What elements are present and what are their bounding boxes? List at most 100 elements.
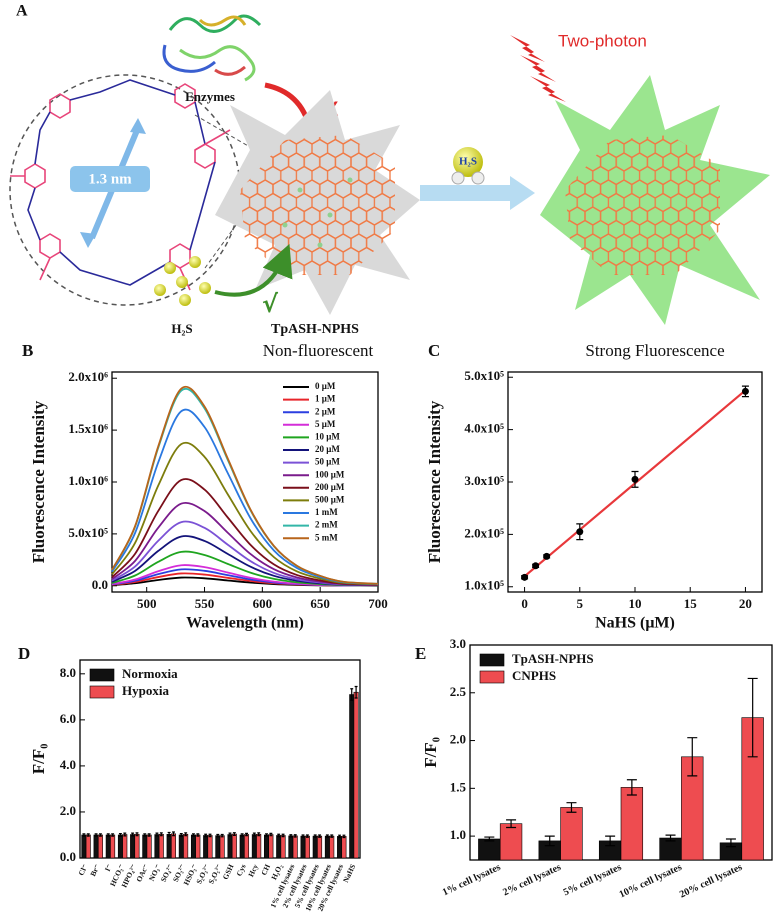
bar: [122, 834, 128, 859]
x-tick-label: Br⁻: [88, 863, 101, 878]
check-mark: √: [262, 290, 279, 318]
spectrum-line: [111, 385, 379, 585]
error-bar: [179, 832, 183, 837]
error-bar: [196, 833, 200, 837]
x-tick-label: CH: [259, 863, 272, 877]
y-tick-label: 1.0x10⁶: [68, 473, 108, 488]
panel-label: C: [428, 341, 440, 360]
legend-label: CNPHS: [512, 668, 556, 683]
y-tick-label: 3.0x10⁵: [464, 473, 504, 488]
y-tick-label: 6.0: [60, 711, 76, 726]
bar: [300, 835, 306, 859]
legend-label: 1 mM: [315, 507, 338, 517]
error-bar: [265, 833, 268, 837]
error-bar: [192, 833, 195, 837]
bar: [93, 834, 99, 859]
bar: [231, 833, 237, 859]
error-bar: [245, 832, 248, 837]
legend-label: 10 μM: [315, 431, 340, 441]
error-bar: [566, 802, 577, 813]
error-bar: [747, 677, 758, 758]
error-bar: [626, 779, 637, 796]
error-bar: [220, 833, 224, 838]
molecule: [10, 79, 231, 291]
y-tick-label: 5.0x10⁵: [68, 525, 108, 540]
arrow-head: [130, 118, 146, 134]
legend-label: 5 μM: [315, 419, 336, 429]
y-tick-label: 2.5: [450, 684, 467, 699]
bar: [166, 833, 172, 859]
y-axis-label: Fluorescence Intensity: [29, 400, 48, 563]
y-tick-label: 0.0: [92, 577, 108, 592]
bar: [158, 833, 164, 859]
x-tick-label: 10: [629, 596, 642, 611]
legend-label: 5 mM: [315, 532, 338, 542]
bar: [349, 694, 355, 859]
panel-label: E: [415, 644, 426, 663]
error-bar: [228, 832, 232, 837]
bar: [244, 834, 250, 859]
spectrum-line: [111, 408, 379, 585]
y-axis-label: Fluorescence Intensity: [425, 400, 444, 563]
bar: [256, 833, 262, 859]
x-tick-label: 650: [310, 596, 330, 611]
x-tick-label: OAc⁻: [134, 863, 150, 884]
framework: [565, 135, 720, 275]
legend-label: 100 μM: [315, 469, 345, 479]
x-tick-label: 5: [577, 596, 584, 611]
error-bar: [135, 832, 139, 837]
error-bar: [342, 834, 346, 839]
probe-name: TpASH-NPHS: [271, 322, 359, 337]
bar: [620, 787, 644, 861]
bar: [292, 835, 298, 859]
error-bar: [131, 832, 135, 837]
h2s-badge: [453, 147, 483, 177]
bar: [146, 834, 152, 859]
bar: [203, 835, 209, 859]
error-bar: [240, 833, 244, 837]
error-bar: [350, 688, 354, 701]
y-tick-label: 2.0x10⁵: [464, 525, 504, 540]
x-tick-label: 0: [521, 596, 528, 611]
error-bar: [94, 833, 98, 837]
bar: [219, 835, 225, 859]
error-bar: [86, 833, 90, 837]
bar: [130, 834, 136, 859]
error-bar: [318, 834, 322, 838]
bar: [304, 835, 310, 859]
error-bar: [155, 832, 159, 837]
bar: [353, 691, 359, 859]
error-bar: [544, 835, 555, 847]
x-tick-label: 5% cell lysates: [562, 862, 624, 899]
result-label: Strong Fluorescence: [585, 341, 724, 360]
y-tick-label: 1.0: [450, 827, 466, 842]
y-tick-label: 4.0x10⁵: [464, 421, 504, 436]
error-bar: [293, 834, 297, 838]
error-bar: [506, 819, 517, 829]
x-axis-label: Wavelength (nm): [186, 615, 304, 632]
error-bar: [147, 833, 151, 837]
h2s-molecules: [154, 256, 211, 306]
error-bar: [118, 832, 122, 837]
bar: [195, 834, 201, 859]
error-bar: [338, 834, 342, 839]
x-tick-label: 700: [368, 596, 388, 611]
error-bar: [281, 833, 285, 838]
error-bar: [687, 737, 698, 777]
badge-label: H₂S: [459, 156, 477, 168]
legend-label: 2 μM: [315, 406, 336, 416]
error-bar: [111, 833, 115, 837]
error-bar: [305, 834, 309, 838]
legend-label: 2 mM: [315, 520, 338, 530]
error-bar: [204, 833, 208, 838]
error-bar: [106, 833, 110, 837]
data-point: [576, 528, 584, 536]
size-label: 1.3 nm: [88, 171, 132, 187]
y-tick-label: 3.0: [450, 636, 466, 651]
legend-label: Hypoxia: [122, 683, 169, 698]
h-atom: [471, 171, 485, 185]
x-tick-label: Hcy: [246, 863, 260, 879]
x-tick-label: 500: [137, 596, 157, 611]
y-tick-label: 2.0: [60, 803, 76, 818]
